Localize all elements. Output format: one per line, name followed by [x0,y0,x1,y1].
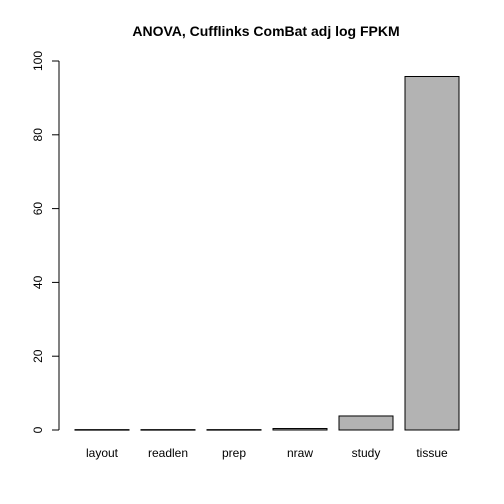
bar-readlen [140,429,196,431]
y-tick-label: 100 [31,51,45,71]
x-tick-label-prep: prep [222,446,246,460]
x-tick-label-tissue: tissue [416,446,448,460]
chart-title: ANOVA, Cufflinks ComBat adj log FPKM [132,23,399,39]
x-tick-label-readlen: readlen [148,446,188,460]
x-axis-labels: layout readlen prep nraw study tissue [86,446,448,460]
y-tick-label: 80 [31,128,45,142]
bar-layout [74,429,130,431]
x-tick-label-nraw: nraw [287,446,313,460]
y-axis: 0 20 40 60 80 100 [31,51,60,433]
x-tick-label-study: study [352,446,381,460]
y-tick-label: 20 [31,349,45,363]
y-tick-label: 40 [31,275,45,289]
x-tick-label-layout: layout [86,446,119,460]
y-tick-label: 60 [31,202,45,216]
bars [74,75,460,431]
bar-nraw [272,428,328,431]
y-tick-label: 0 [31,426,45,433]
bar-prep [206,429,262,431]
bar-study [338,415,394,431]
bar-tissue [404,75,460,431]
